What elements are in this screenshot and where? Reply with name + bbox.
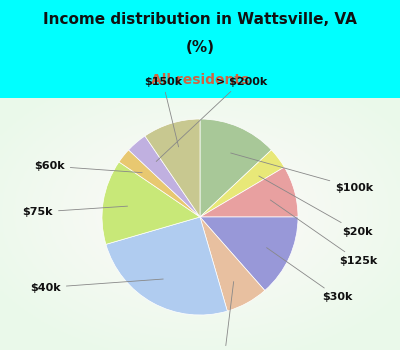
Text: $150k: $150k: [144, 77, 182, 147]
Text: > $200k: > $200k: [156, 77, 267, 161]
Wedge shape: [102, 162, 200, 244]
Wedge shape: [145, 119, 200, 217]
Text: $125k: $125k: [270, 200, 378, 266]
Wedge shape: [200, 217, 298, 290]
Text: $40k: $40k: [30, 279, 163, 293]
Wedge shape: [200, 119, 272, 217]
Wedge shape: [119, 150, 200, 217]
Wedge shape: [128, 136, 200, 217]
Text: All residents: All residents: [151, 74, 249, 88]
Text: $30k: $30k: [266, 248, 353, 302]
Text: $75k: $75k: [22, 206, 128, 217]
Text: $100k: $100k: [231, 153, 373, 192]
Text: $60k: $60k: [34, 161, 142, 173]
Text: Income distribution in Wattsville, VA: Income distribution in Wattsville, VA: [43, 12, 357, 27]
Text: $20k: $20k: [259, 176, 372, 237]
Wedge shape: [200, 217, 265, 311]
Wedge shape: [200, 167, 298, 217]
Wedge shape: [200, 150, 284, 217]
Wedge shape: [106, 217, 227, 315]
Text: $200k: $200k: [206, 282, 244, 350]
Text: (%): (%): [186, 40, 214, 55]
